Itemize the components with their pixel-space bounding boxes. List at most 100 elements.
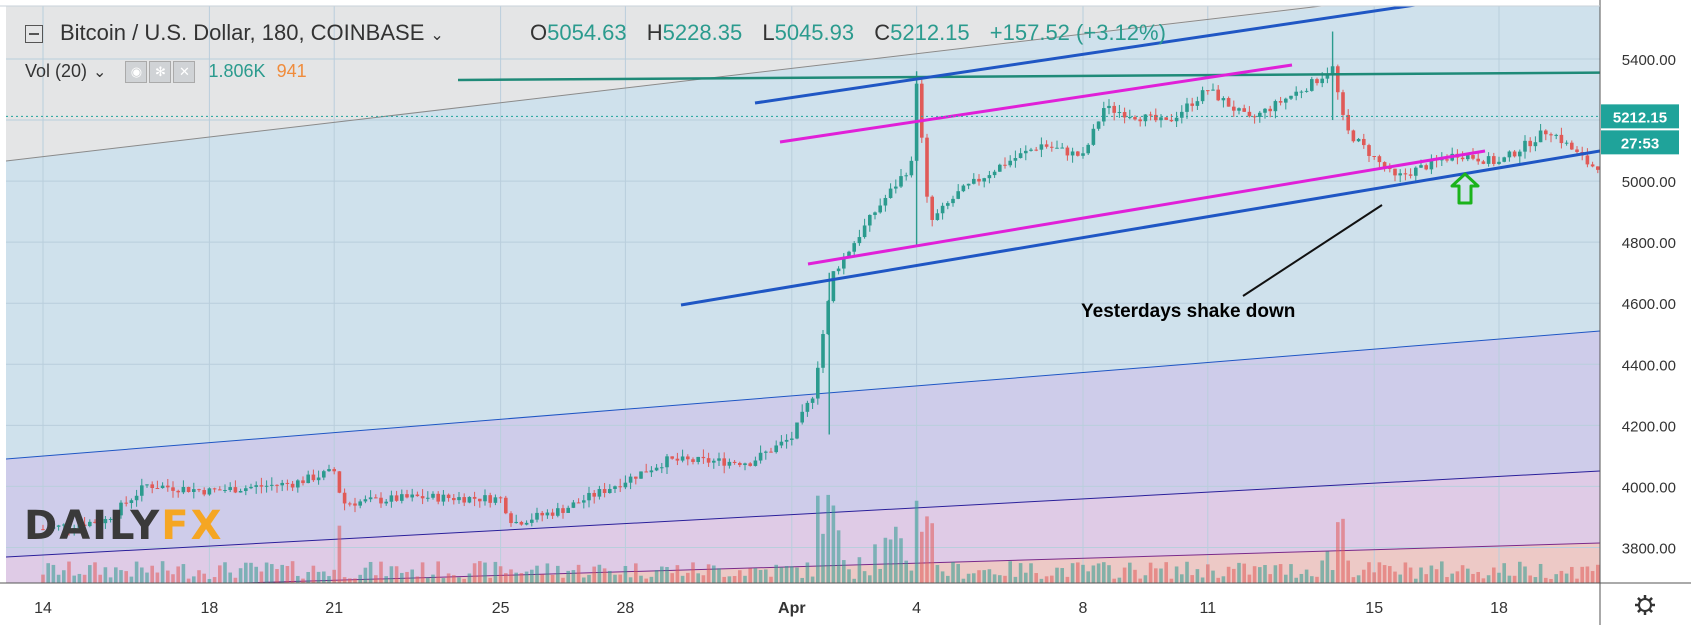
- candle: [1492, 156, 1496, 164]
- time-tick-label: 18: [201, 600, 219, 617]
- candle: [660, 467, 664, 469]
- candle: [1570, 142, 1574, 150]
- volume-bar: [1512, 575, 1517, 583]
- channel-upper-line: [754, 6, 1416, 105]
- candle: [1070, 151, 1075, 156]
- eye-icon[interactable]: ◉: [125, 61, 148, 84]
- volume-bar: [930, 523, 934, 583]
- volume-bar: [457, 577, 461, 583]
- candle: [1278, 101, 1283, 103]
- volume-bar: [1320, 560, 1324, 583]
- candle: [831, 271, 836, 302]
- settings-gear-icon[interactable]: [1635, 595, 1655, 615]
- time-tick-label: 4: [912, 600, 921, 617]
- candle: [675, 458, 680, 461]
- candle: [1585, 155, 1590, 165]
- candle: [1601, 162, 1605, 170]
- volume-bar: [124, 571, 128, 583]
- volume-bar: [1643, 575, 1647, 583]
- time-tick-label: 11: [1199, 600, 1216, 617]
- candle: [550, 512, 555, 516]
- candle: [322, 471, 326, 478]
- candle: [400, 494, 404, 501]
- candle: [1018, 153, 1023, 159]
- candle: [134, 495, 139, 501]
- close-icon[interactable]: ✕: [173, 61, 196, 84]
- candle: [977, 178, 981, 182]
- volume-bar: [686, 572, 690, 583]
- candle: [306, 474, 310, 484]
- volume-bar: [940, 571, 945, 583]
- volume-bar: [556, 565, 560, 583]
- volume-bar: [332, 569, 336, 583]
- candle: [1575, 149, 1579, 152]
- volume-bar: [1596, 564, 1600, 583]
- volume-bar: [644, 578, 648, 583]
- volume-bar: [706, 564, 711, 583]
- price-tick-label: 4400.00: [1622, 357, 1676, 374]
- gear-icon[interactable]: ✻: [149, 61, 172, 84]
- candle: [249, 486, 253, 489]
- price-tick-label: 5000.00: [1622, 174, 1676, 191]
- volume-label[interactable]: Vol (20): [25, 61, 88, 81]
- volume-bar: [935, 564, 940, 583]
- volume-bar: [602, 568, 607, 583]
- volume-bar: [764, 569, 768, 583]
- volume-bar: [914, 500, 919, 583]
- volume-bar: [1252, 566, 1257, 583]
- candle: [535, 512, 539, 520]
- candle: [597, 489, 602, 497]
- candle: [311, 474, 316, 481]
- volume-value: 1.806K: [208, 61, 266, 81]
- candle: [1362, 138, 1366, 146]
- candle: [150, 484, 154, 489]
- candle: [285, 482, 290, 484]
- candle: [1216, 89, 1220, 101]
- volume-bar: [1190, 575, 1194, 583]
- volume-bar: [504, 573, 508, 583]
- candle: [821, 334, 825, 368]
- volume-bar: [1226, 566, 1231, 583]
- volume-bar: [1289, 564, 1293, 583]
- candle: [275, 484, 279, 486]
- volume-bar: [977, 570, 981, 583]
- volume-bar: [1273, 565, 1278, 583]
- price-tick-label: 5400.00: [1622, 52, 1676, 69]
- volume-bar: [582, 577, 586, 583]
- symbol-title[interactable]: Bitcoin / U.S. Dollar, 180, COINBASE ⌄: [60, 20, 444, 45]
- candle: [530, 519, 534, 523]
- volume-bar: [883, 537, 888, 583]
- candle: [1242, 108, 1246, 112]
- volume-bar: [353, 578, 357, 583]
- candle: [561, 508, 565, 513]
- candle: [514, 521, 518, 524]
- chevron-down-icon[interactable]: ⌄: [430, 27, 444, 44]
- volume-bar: [805, 562, 810, 583]
- candle: [119, 502, 123, 516]
- candle: [238, 491, 243, 493]
- volume-bar: [701, 575, 706, 583]
- volume-bar: [972, 573, 976, 583]
- volume-bar: [192, 576, 196, 583]
- candle: [166, 485, 170, 488]
- volume-bar: [1570, 566, 1574, 583]
- volume-bar: [1018, 563, 1023, 583]
- candle: [1549, 134, 1553, 136]
- volume-bar: [389, 566, 394, 583]
- volume-bar: [1174, 566, 1179, 583]
- volume-legend: Vol (20) ⌄ ◉ ✻ ✕ 1.806K 941: [25, 61, 307, 84]
- volume-bar: [998, 575, 1002, 583]
- candle: [992, 171, 997, 176]
- volume-bar: [394, 566, 399, 583]
- candle: [1065, 147, 1070, 156]
- volume-bar: [1122, 567, 1127, 583]
- chevron-down-icon[interactable]: ⌄: [93, 64, 107, 81]
- candle: [1143, 114, 1148, 122]
- candle: [1622, 163, 1626, 168]
- volume-bar: [888, 539, 893, 583]
- volume-bar: [316, 571, 321, 583]
- candle: [1414, 167, 1418, 176]
- candle: [379, 497, 383, 504]
- collapse-icon[interactable]: [25, 25, 43, 43]
